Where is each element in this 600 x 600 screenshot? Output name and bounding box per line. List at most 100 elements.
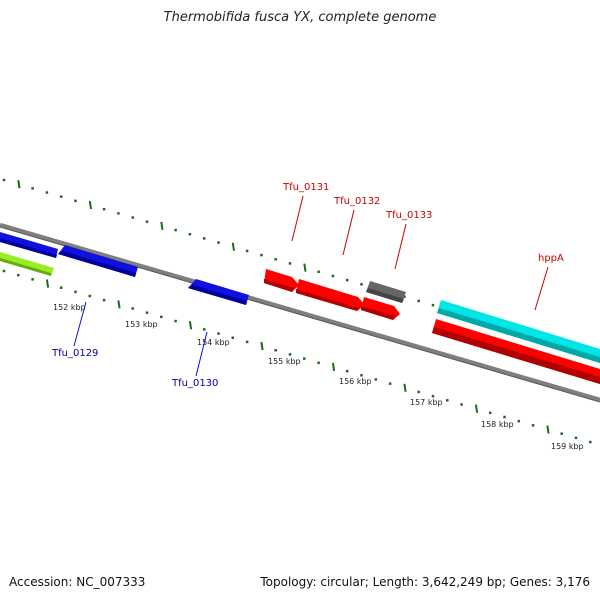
minor-tick [131,307,134,310]
minor-tick [217,332,220,335]
minor-tick [589,440,592,444]
minor-tick [160,315,163,319]
label-tfu-0131: Tfu_0131 [282,182,329,242]
minor-tick [174,228,177,232]
minor-tick [374,378,378,381]
minor-tick [102,207,106,211]
gene-tfu-0130[interactable] [188,279,249,305]
minor-tick [245,340,249,344]
minor-tick [59,286,63,289]
tick-label: 153 kbp [125,320,158,329]
map-title: Thermobifida fusca YX, complete genome [163,10,437,25]
gene-label-tfu-0129: Tfu_0129 [51,348,98,359]
minor-tick [417,299,420,303]
minor-tick [560,432,563,435]
gene-label-hppa: hppA [538,253,564,264]
minor-tick [288,262,292,265]
minor-tick [231,336,235,339]
tick-label: 155 kbp [268,357,301,366]
gene-tfu-0133[interactable] [366,281,406,303]
minor-tick [145,311,149,314]
minor-tick [145,220,149,223]
gene-label-tfu-0132: Tfu_0132 [333,196,380,207]
major-tick [117,300,121,309]
minor-tick [503,415,506,419]
gene-label-tfu-0133: Tfu_0133 [385,210,432,221]
major-tick [403,383,407,392]
minor-tick [260,253,263,257]
partial-gene-green [0,252,54,276]
gene-tfu-0132-b[interactable] [361,297,400,320]
minor-tick [360,283,363,286]
minor-tick [274,258,277,261]
minor-tick [345,369,349,373]
minor-tick [303,357,306,360]
major-tick [45,279,50,288]
minor-tick [59,195,63,198]
genome-backbone [0,222,600,403]
minor-tick [446,399,449,402]
minor-tick [245,249,249,253]
minor-tick [488,411,492,415]
tick-label: 156 kbp [339,377,372,386]
minor-tick [131,216,134,219]
minor-tick [217,241,220,244]
minor-tick [431,394,435,398]
minor-tick [2,178,6,182]
tick-label: 158 kbp [481,420,514,429]
minor-tick [288,353,292,356]
minor-tick [431,303,435,307]
gene-label-tfu-0131: Tfu_0131 [282,182,329,193]
gene-hppa[interactable] [437,300,600,363]
inner-tick-ring [2,269,592,444]
minor-tick [117,212,120,215]
tick-label: 154 kbp [197,338,230,347]
tick-label: 159 kbp [551,442,584,451]
gene-tfu-0132[interactable] [296,279,365,311]
genome-summary-text: Topology: circular; Length: 3,642,249 bp… [260,575,590,589]
minor-tick [403,295,406,299]
accession-text: Accession: NC_007333 [9,575,146,589]
minor-tick [2,269,6,273]
minor-tick [531,424,535,427]
gene-tfu-0131[interactable] [264,269,299,292]
label-hppa: hppA [534,253,564,311]
minor-tick [17,273,20,277]
minor-tick [360,374,363,377]
minor-tick [174,319,177,323]
gene-tfu-0129[interactable] [58,245,138,277]
minor-tick [345,278,349,282]
minor-tick [31,278,34,281]
major-tick [231,242,235,251]
minor-tick [102,298,106,302]
gene-red-large[interactable] [432,319,600,384]
minor-tick [274,349,277,352]
partial-gene-blue-left [0,232,58,258]
minor-tick [460,403,463,406]
major-tick [303,263,307,272]
minor-tick [317,270,320,274]
major-tick [546,425,550,434]
major-tick [88,200,92,210]
tick-label: 157 kbp [410,398,443,407]
label-tfu-0130: Tfu_0130 [171,331,218,389]
minor-tick [88,294,92,298]
minor-tick [188,232,192,236]
minor-tick [45,191,49,194]
major-tick [331,362,336,372]
major-tick [474,404,479,413]
minor-tick [574,436,578,440]
minor-tick [31,187,34,190]
tick-label-group: 152 kbp 153 kbp 154 kbp 155 kbp 156 kbp 157 k… [53,303,584,451]
minor-tick [417,390,420,394]
gene-label-tfu-0130: Tfu_0130 [171,378,218,389]
label-tfu-0132: Tfu_0132 [333,196,380,256]
tick-label: 152 kbp [53,303,86,312]
major-tick [160,221,164,231]
minor-tick [331,274,335,278]
major-tick [188,321,193,330]
minor-tick [317,361,320,365]
major-tick [260,341,264,351]
